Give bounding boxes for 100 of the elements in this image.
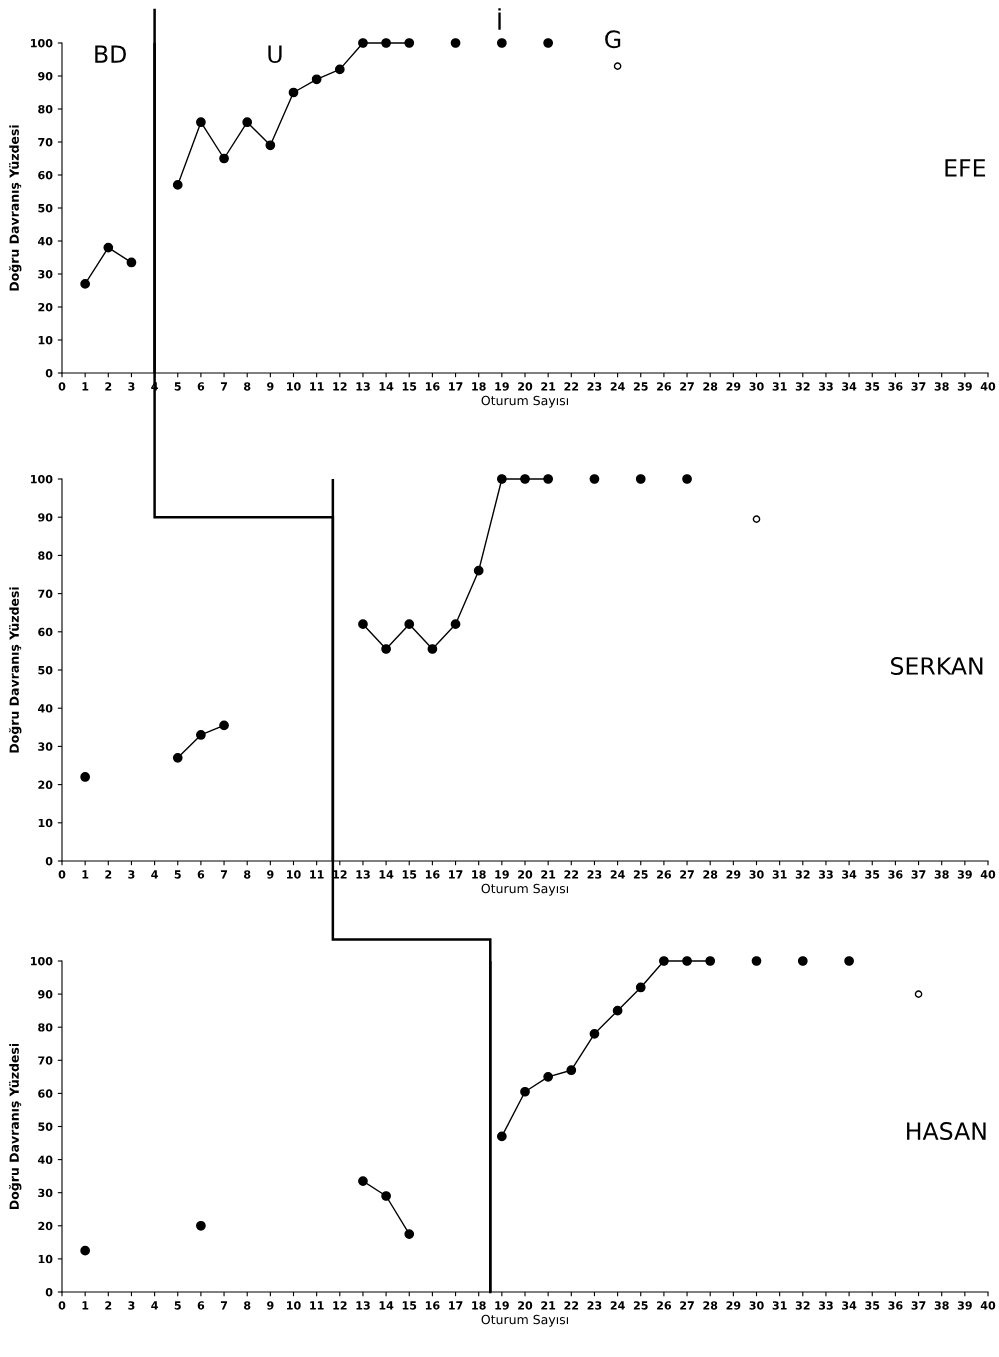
annotation: BD xyxy=(95,45,126,63)
y-tick-label: 50 xyxy=(38,665,53,675)
x-tick-label: 9 xyxy=(267,382,274,391)
x-tick-label: 12 xyxy=(333,870,347,879)
x-tick-label: 25 xyxy=(633,382,648,391)
x-tick-label: 9 xyxy=(267,1301,274,1310)
x-tick-label: 26 xyxy=(657,870,672,879)
y-tick-label: 10 xyxy=(38,335,53,345)
x-tick-label: 11 xyxy=(310,382,324,391)
x-tick-label: 19 xyxy=(495,382,509,391)
y-tick-label: 100 xyxy=(31,38,53,48)
x-tick-label: 0 xyxy=(58,382,66,391)
x-tick-label: 26 xyxy=(657,382,672,391)
x-tick-label: 28 xyxy=(703,382,718,391)
x-tick-label: 15 xyxy=(402,870,417,879)
x-tick-label: 21 xyxy=(541,382,556,391)
x-tick-label: 22 xyxy=(564,382,579,391)
x-tick-label: 6 xyxy=(197,1301,205,1310)
x-tick-label: 13 xyxy=(356,382,370,391)
x-tick-label: 16 xyxy=(425,1301,440,1310)
x-tick-label: 15 xyxy=(402,1301,417,1310)
x-tick-label: 10 xyxy=(287,870,301,879)
x-tick-label: 40 xyxy=(980,382,996,391)
y-tick-label: 40 xyxy=(38,704,53,713)
x-tick-label: 32 xyxy=(795,382,810,391)
x-tick-label: 31 xyxy=(772,870,787,879)
x-tick-label: 6 xyxy=(197,870,205,879)
y-tick-label: 80 xyxy=(38,551,53,560)
x-tick-label: 23 xyxy=(587,382,602,391)
y-tick-label: 50 xyxy=(38,1122,53,1131)
x-tick-label: 19 xyxy=(495,1301,509,1310)
x-tick-label: 2 xyxy=(105,1301,112,1310)
y-tick-label: 80 xyxy=(38,1023,53,1032)
x-tick-label: 20 xyxy=(518,870,533,879)
x-tick-label: 27 xyxy=(680,1301,694,1310)
x-tick-label: 10 xyxy=(287,1301,301,1310)
x-tick-label: 5 xyxy=(174,870,181,879)
x-tick-label: 8 xyxy=(244,870,251,879)
x-tick-label: 16 xyxy=(425,382,440,391)
x-tick-label: 3 xyxy=(128,1301,135,1310)
x-tick-label: 40 xyxy=(980,1301,996,1310)
x-tick-label: 7 xyxy=(220,1301,228,1310)
x-axis-title: Oturum Sayısı xyxy=(481,883,568,896)
x-tick-label: 36 xyxy=(888,870,903,879)
x-tick-label: 39 xyxy=(957,870,972,879)
y-axis-title: Doğru Davranış Yüzdesi xyxy=(8,1043,22,1210)
x-axis-title: Oturum Sayısı xyxy=(481,395,568,408)
x-tick-label: 11 xyxy=(310,870,324,879)
x-tick-label: 0 xyxy=(58,1301,66,1310)
y-tick-label: 40 xyxy=(38,236,53,246)
x-tick-label: 34 xyxy=(842,1301,857,1310)
x-tick-label: 7 xyxy=(220,382,228,391)
y-tick-label: 100 xyxy=(31,956,53,966)
x-tick-label: 1 xyxy=(82,1301,89,1310)
y-tick-label: 90 xyxy=(38,513,53,522)
x-tick-label: 32 xyxy=(795,1301,810,1310)
x-tick-label: 1 xyxy=(82,382,89,391)
y-tick-label: 0 xyxy=(45,856,53,866)
x-tick-label: 37 xyxy=(911,870,926,879)
x-tick-label: 19 xyxy=(495,870,509,879)
x-tick-label: 11 xyxy=(310,1301,324,1310)
x-tick-label: 22 xyxy=(564,870,579,879)
x-tick-label: 0 xyxy=(58,870,66,879)
y-tick-label: 20 xyxy=(38,302,53,312)
x-tick-label: 39 xyxy=(957,382,972,391)
x-tick-label: 25 xyxy=(633,870,648,879)
x-tick-label: 36 xyxy=(888,1301,903,1310)
y-tick-label: 60 xyxy=(38,1089,53,1098)
x-tick-label: 5 xyxy=(174,382,181,391)
y-tick-label: 10 xyxy=(38,1254,53,1264)
y-tick-label: 20 xyxy=(38,1221,53,1231)
y-tick-label: 60 xyxy=(38,627,53,637)
x-tick-label: 7 xyxy=(220,870,228,879)
text: İ xyxy=(498,8,501,30)
x-tick-label: 23 xyxy=(587,870,602,879)
x-tick-label: 33 xyxy=(818,1301,833,1310)
x-tick-label: 13 xyxy=(356,870,370,879)
x-tick-label: 28 xyxy=(703,870,718,879)
annotation: HASAN xyxy=(907,1122,986,1140)
x-tick-label: 24 xyxy=(610,870,625,879)
x-tick-label: 14 xyxy=(379,870,394,879)
x-tick-label: 33 xyxy=(818,870,833,879)
x-tick-label: 29 xyxy=(726,382,741,391)
x-tick-label: 14 xyxy=(379,1301,394,1310)
y-tick-label: 0 xyxy=(45,1287,53,1297)
x-tick-label: 5 xyxy=(174,1301,181,1310)
y-tick-label: 70 xyxy=(38,589,53,598)
x-tick-label: 34 xyxy=(842,382,857,391)
y-tick-label: 70 xyxy=(38,1056,53,1065)
y-tick-label: 30 xyxy=(38,1188,53,1198)
x-tick-label: 21 xyxy=(541,870,556,879)
x-tick-label: 37 xyxy=(911,382,926,391)
y-axis-title: Doğru Davranış Yüzdesi xyxy=(8,125,22,291)
x-tick-label: 30 xyxy=(749,870,764,879)
annotation: SERKAN xyxy=(891,657,983,675)
x-tick-label: 8 xyxy=(244,1301,251,1310)
x-tick-label: 27 xyxy=(680,870,694,879)
x-tick-label: 38 xyxy=(934,870,949,879)
x-tick-label: 18 xyxy=(472,870,486,879)
x-tick-label: 38 xyxy=(934,382,949,391)
